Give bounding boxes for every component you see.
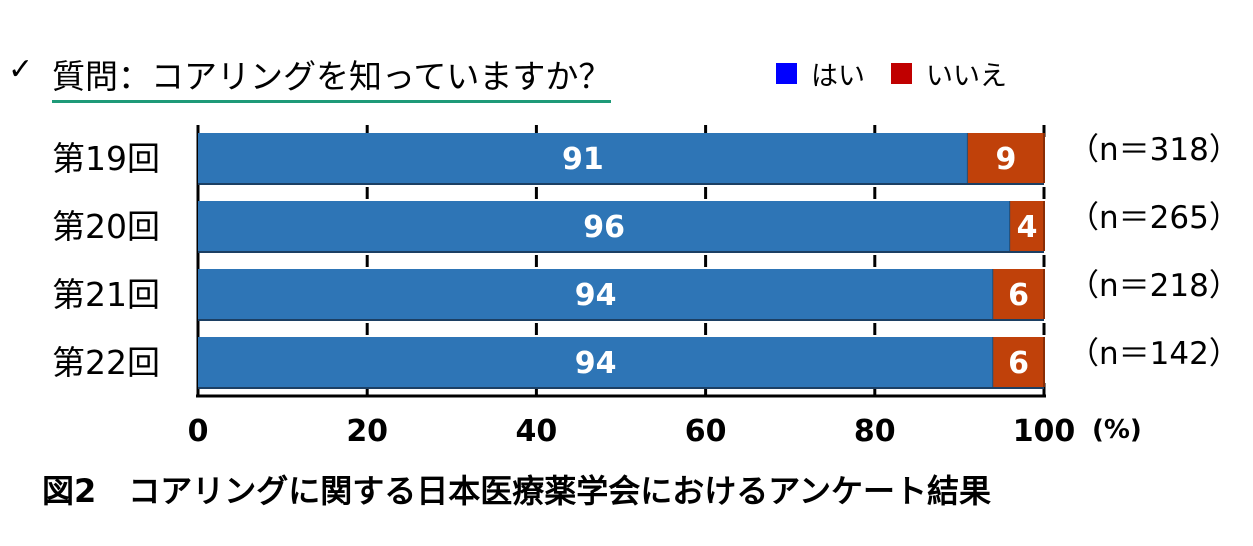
sample-size-label: （n＝318） xyxy=(1068,132,1240,168)
x-unit-label: (%) xyxy=(1092,415,1142,445)
chart-header: ✓ 質問：コアリングを知っていますか？ はい いいえ xyxy=(0,0,1253,110)
sample-size-label: （n＝265） xyxy=(1068,200,1240,236)
sample-size-label: （n＝142） xyxy=(1068,336,1240,372)
legend-swatch-yes xyxy=(776,62,797,84)
category-label: 第19回 xyxy=(52,139,160,178)
bar-yes xyxy=(198,201,1011,251)
data-label-no: 4 xyxy=(1017,210,1038,245)
bar-no xyxy=(1010,201,1044,251)
bar-no xyxy=(993,269,1044,319)
legend-item-no: いいえ xyxy=(891,54,1007,93)
data-label-yes: 94 xyxy=(575,278,617,313)
question-title: 質問：コアリングを知っていますか？ xyxy=(52,50,612,103)
data-label-no: 9 xyxy=(995,142,1016,177)
stacked-bar-chart: 91 9 第19回 （n＝318） 96 4 第20回 （n＝265） 94 6 第21回 （n＝21… xyxy=(52,125,1240,449)
sample-size-label: （n＝218） xyxy=(1068,268,1240,304)
legend-swatch-no xyxy=(891,62,912,84)
x-tick-label: 40 xyxy=(516,414,558,449)
data-label-yes: 96 xyxy=(583,210,625,245)
bar-yes xyxy=(198,337,994,387)
category-label: 第20回 xyxy=(52,207,160,246)
legend-label-no: いいえ xyxy=(926,60,1007,92)
data-label-no: 6 xyxy=(1008,278,1029,313)
bar-no xyxy=(993,337,1044,387)
bar-yes xyxy=(198,269,994,319)
category-label: 第21回 xyxy=(52,275,160,314)
x-tick-label: 100 xyxy=(1013,414,1076,449)
x-tick-label: 60 xyxy=(685,414,727,449)
category-label: 第22回 xyxy=(52,343,160,382)
bar-no xyxy=(967,133,1044,183)
data-label-yes: 94 xyxy=(575,346,617,381)
data-label-yes: 91 xyxy=(562,142,604,177)
bar-yes xyxy=(198,133,968,183)
x-tick-label: 0 xyxy=(188,414,209,449)
figure-caption: 図2 コアリングに関する日本医療薬学会におけるアンケート結果 xyxy=(42,472,991,510)
data-label-no: 6 xyxy=(1008,346,1029,381)
legend: はい いいえ xyxy=(776,54,1033,93)
legend-label-yes: はい xyxy=(811,60,865,92)
x-tick-label: 80 xyxy=(854,414,896,449)
checkmark-icon: ✓ xyxy=(8,52,34,87)
x-tick-label: 20 xyxy=(346,414,388,449)
legend-item-yes: はい xyxy=(776,54,865,93)
